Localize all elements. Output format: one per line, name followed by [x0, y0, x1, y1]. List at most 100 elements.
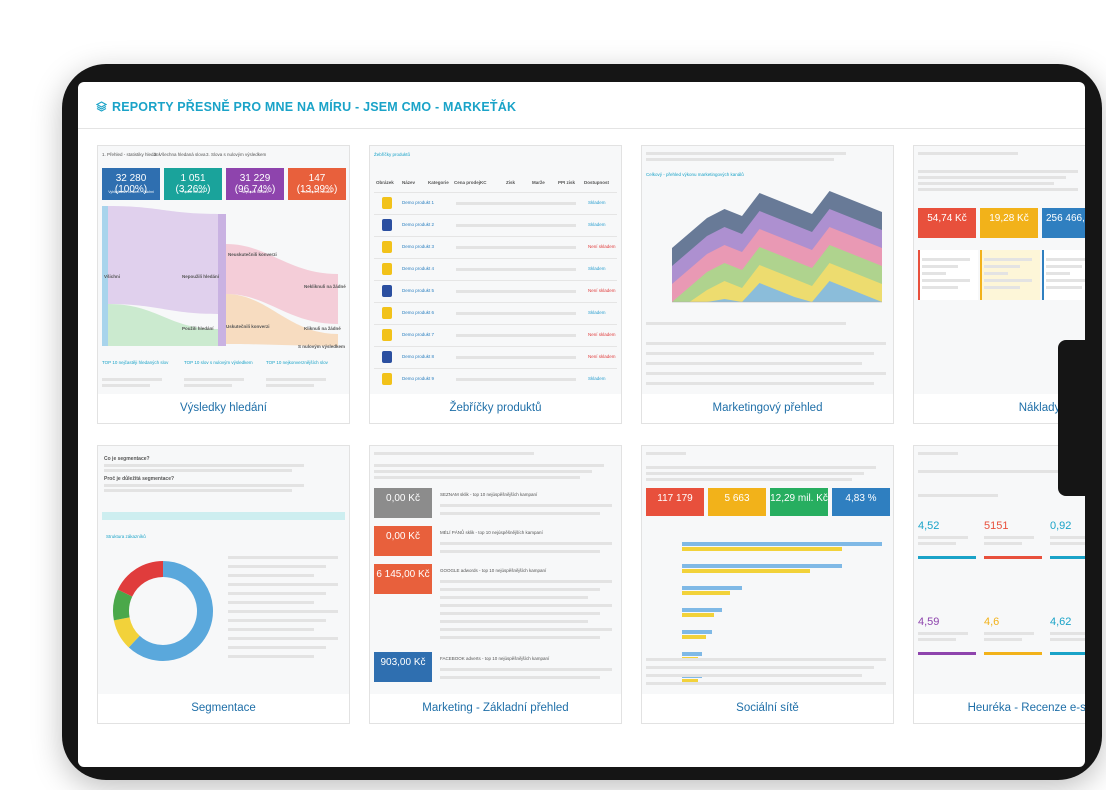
- card-caption: Heuréka - Recenze e-shopu: [967, 702, 1085, 714]
- bar: [682, 564, 842, 568]
- thumbnail: Žebříčky produktů Obrázek Název Kategorie Ce…: [370, 146, 621, 394]
- report-card: Co je segmentace? Proč je důležitá segmen…: [97, 445, 350, 724]
- stock-status: Skladem: [588, 266, 606, 271]
- text-line: [984, 542, 1022, 545]
- bar: [682, 679, 698, 683]
- text-line: [440, 596, 588, 599]
- row-divider: [374, 280, 617, 281]
- kpi-tile: 147 (13,99%) Konverze z hledání: [288, 168, 346, 200]
- sankey-label: Uskutečnili konverzi: [226, 324, 270, 329]
- text-line: [184, 378, 244, 381]
- sankey-flow: [226, 294, 338, 346]
- text-line: [228, 565, 326, 568]
- kpi-tile: 903,00 Kč: [374, 652, 432, 682]
- thumbnail: 1. Přehled - statistiky hledání 2. Všechn…: [98, 146, 349, 394]
- panel-title: TOP 10 nejčastěji hledaných slov: [102, 360, 169, 365]
- question: Co je segmentace?: [104, 456, 150, 462]
- kpi-value: 4,83 %: [845, 493, 877, 504]
- stock-status: Skladem: [588, 376, 606, 381]
- score-bar: [984, 556, 1042, 559]
- text-line: [440, 676, 600, 679]
- text-line: [646, 452, 674, 455]
- text-line: [266, 384, 314, 387]
- stock-status: Není skladem: [588, 244, 616, 249]
- text-line: [440, 580, 612, 583]
- text-line: [228, 592, 326, 595]
- kpi-value: 12,29 mil. Kč: [770, 493, 828, 504]
- text-line: [440, 604, 612, 607]
- sankey: [102, 206, 338, 346]
- sankey-label: Kliknuli na žádné: [304, 326, 341, 331]
- row-divider: [374, 302, 617, 303]
- panel-title: TOP 10 slov s nulovým výsledkem: [184, 360, 253, 365]
- product-image: [382, 219, 392, 231]
- bar: [682, 635, 706, 639]
- text-line: [984, 286, 1020, 289]
- text-line: [984, 279, 1032, 282]
- text-line: [984, 632, 1034, 635]
- panel-title: TOP 10 nejkonverznějších slov: [266, 360, 328, 365]
- text-line: [456, 268, 576, 271]
- camera-bump: [1058, 340, 1086, 496]
- text-line: [456, 334, 576, 337]
- kpi-value: 0,00 Kč: [386, 493, 420, 504]
- product-name: Demo produkt 3: [402, 244, 435, 249]
- thumbnail: Celkový - přehled výkonu marketingových …: [642, 146, 893, 394]
- donut-slice: [113, 589, 133, 621]
- sankey-label: Nekliknuli na žádné: [304, 284, 346, 289]
- text-line: [228, 601, 314, 604]
- sankey-label: Všichni: [104, 274, 121, 279]
- thumbnail: 117 179 5 663 12,29 mil. Kč 4,83 %: [642, 446, 893, 694]
- info-strip: [102, 512, 345, 520]
- text-line: [456, 378, 576, 381]
- text-line: [922, 272, 946, 275]
- text-line: [646, 342, 886, 345]
- row-divider: [374, 368, 617, 369]
- kpi-value: 32 280 (100%): [114, 173, 148, 195]
- text-line: [1046, 286, 1082, 289]
- text-line: [918, 494, 998, 497]
- kpi-value: 117 179: [657, 493, 693, 504]
- text-line: [646, 674, 862, 677]
- text-line: [456, 202, 576, 205]
- tab: 3. Slova s nulovým výsledkem: [206, 152, 267, 157]
- thumbnail: 54,74 Kč 19,28 Kč 256 466,81: [914, 146, 1085, 394]
- kpi-label: Nepoužili hledání: [241, 190, 269, 194]
- kpi-label: Použili hledání: [181, 190, 205, 194]
- report-card: 0,00 Kč 0,00 Kč 6 145,00 Kč 903,00 Kč SEZNAM…: [369, 445, 622, 724]
- text-line: [918, 152, 1018, 155]
- text-line: [456, 224, 576, 227]
- score-bar: [1050, 556, 1085, 559]
- text-line: [440, 612, 600, 615]
- product-image: [382, 373, 392, 385]
- report-card: 117 179 5 663 12,29 mil. Kč 4,83 % Sociální …: [641, 445, 894, 724]
- product-image: [382, 351, 392, 363]
- column-header: Marže: [532, 180, 545, 185]
- section-title: GOOGLE adwords - top 10 nejúspěšnějších …: [440, 568, 547, 573]
- bar: [682, 586, 742, 590]
- donut-slice: [128, 561, 213, 661]
- kpi-value: 5 663: [724, 493, 750, 504]
- text-line: [1046, 265, 1082, 268]
- text-line: [984, 265, 1020, 268]
- text-line: [228, 655, 314, 658]
- product-image: [382, 241, 392, 253]
- kpi-tile: 54,74 Kč: [918, 208, 976, 238]
- kpi-value: 6 145,00 Kč: [376, 569, 430, 580]
- product-image: [382, 285, 392, 297]
- column-header: Kategorie: [428, 180, 449, 185]
- text-line: [1046, 272, 1070, 275]
- text-line: [228, 637, 338, 640]
- text-line: [1050, 536, 1085, 539]
- donut-chart: [113, 560, 213, 661]
- panel-title: Žebříčky produktů: [374, 152, 411, 157]
- report-card: Celkový - přehled výkonu marketingových …: [641, 145, 894, 424]
- product-name: Demo produkt 6: [402, 310, 435, 315]
- text-line: [1050, 542, 1085, 545]
- text-line: [440, 588, 600, 591]
- text-line: [440, 628, 612, 631]
- card-caption: Segmentace: [191, 702, 256, 714]
- text-line: [922, 258, 970, 261]
- bar: [682, 608, 722, 612]
- section-title: FACEBOOK adverts - top 10 nejúspěšnějšíc…: [440, 656, 550, 661]
